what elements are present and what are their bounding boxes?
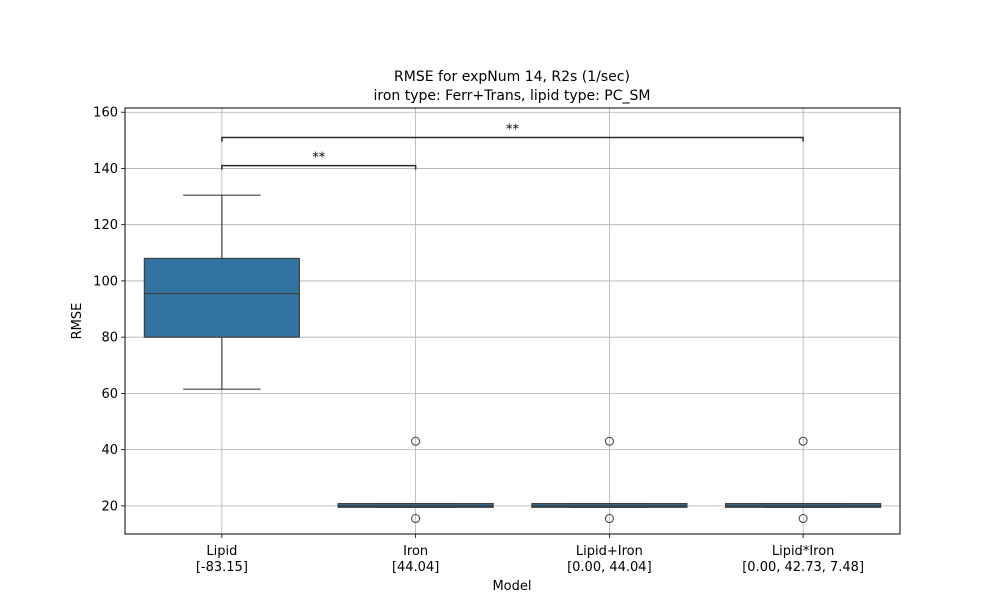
outlier-point <box>604 514 614 524</box>
outlier-point <box>411 514 421 524</box>
x-tick-label: Lipid <box>206 544 237 559</box>
outlier-point <box>798 514 808 524</box>
x-tick-coef-label: [0.00, 42.73, 7.48] <box>742 560 864 575</box>
box-iqr <box>143 257 300 338</box>
annotation-layer: ** ** <box>221 123 804 170</box>
y-tick-label: 80 <box>101 331 118 346</box>
box-layer <box>143 194 882 524</box>
x-tick-label: Lipid+Iron <box>576 544 643 559</box>
significance-bracket <box>221 164 417 170</box>
chart-title-line2: iron type: Ferr+Trans, lipid type: PC_SM <box>374 88 651 104</box>
y-tick-label: 20 <box>101 499 118 514</box>
y-tick-label: 160 <box>93 106 118 121</box>
y-tick-label: 60 <box>101 387 118 402</box>
x-axis-label: Model <box>492 579 531 594</box>
y-tick-label: 100 <box>93 274 118 289</box>
significance-bracket <box>221 136 804 142</box>
y-axis-label: RMSE <box>70 303 85 340</box>
significance-label: ** <box>312 151 326 166</box>
x-tick-label: Lipid*Iron <box>772 544 835 559</box>
tick-layer: 20 40 60 80 100 120 140 160 Lipid[-83.15] Iron[44… <box>93 106 864 575</box>
significance-label: ** <box>506 123 520 138</box>
x-tick-coef-label: [0.00, 44.04] <box>567 560 652 575</box>
y-tick-label: 140 <box>93 162 118 177</box>
y-tick-label: 40 <box>101 443 118 458</box>
outlier-point <box>798 436 808 446</box>
outlier-point <box>604 436 614 446</box>
x-tick-label: Iron <box>403 544 428 559</box>
plot-frame <box>124 107 901 535</box>
x-tick-coef-label: [-83.15] <box>196 560 248 575</box>
x-tick-coef-label: [44.04] <box>392 560 439 575</box>
outlier-point <box>411 436 421 446</box>
chart-title-line1: RMSE for expNum 14, R2s (1/sec) <box>394 69 630 85</box>
y-tick-label: 120 <box>93 218 118 233</box>
